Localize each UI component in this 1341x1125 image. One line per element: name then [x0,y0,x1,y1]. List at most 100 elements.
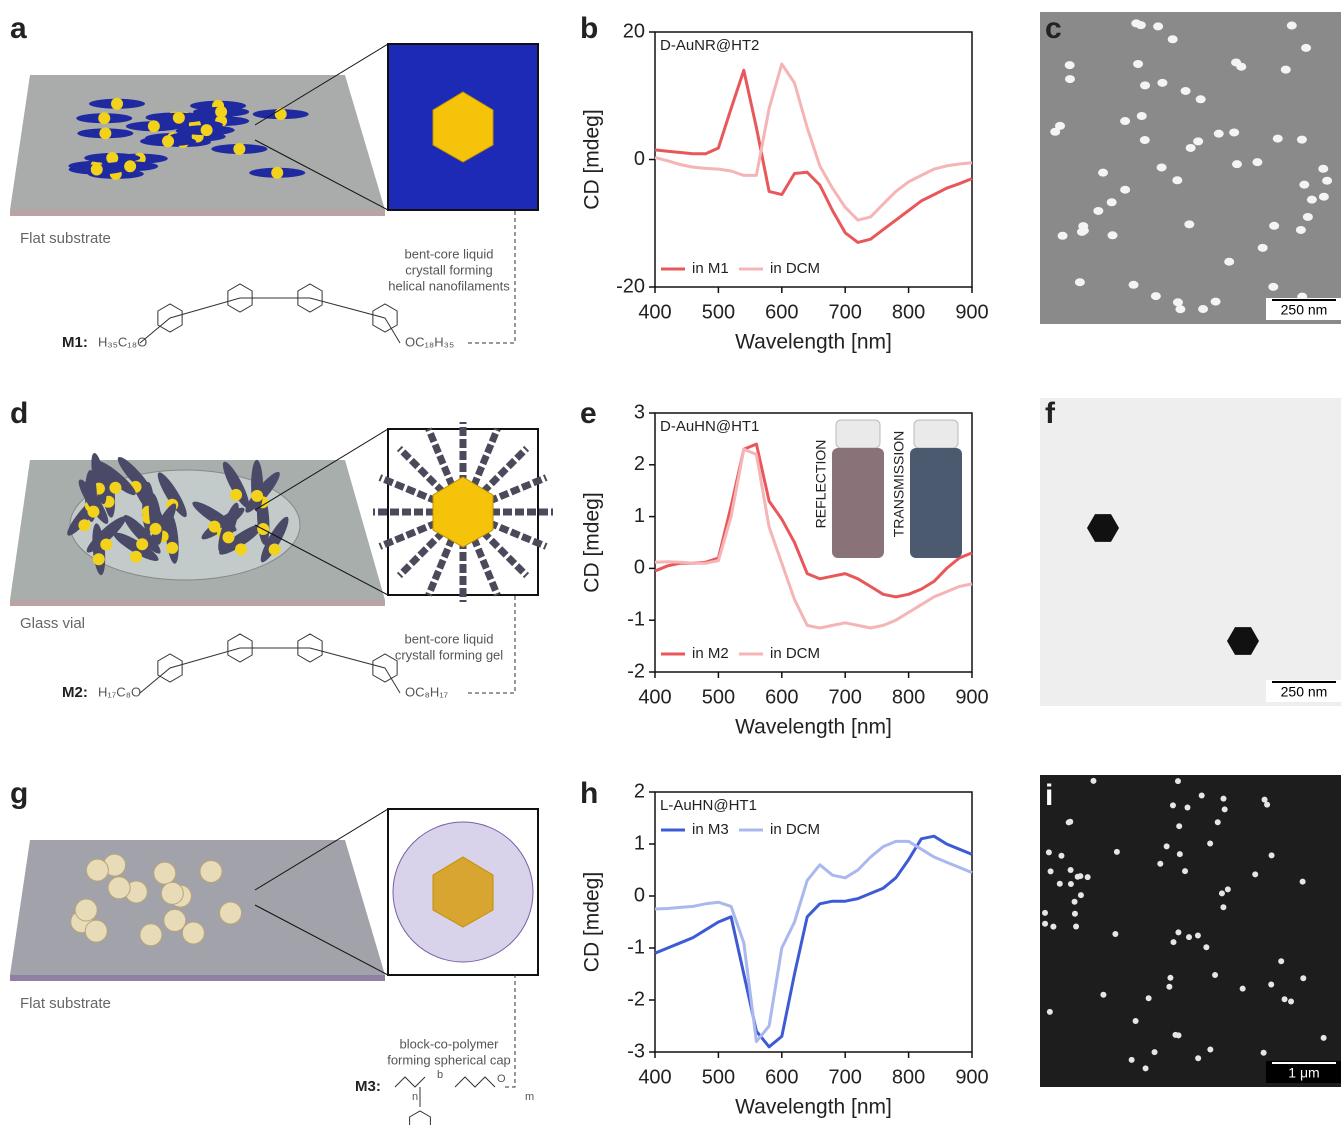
particle [100,538,112,550]
formula: b [437,1069,443,1081]
description: helical nanofilaments [388,278,510,293]
particle [1199,793,1205,799]
y-tick-label: 2 [634,780,645,802]
particle [1224,258,1234,266]
particle [1090,778,1096,784]
description: bent-core liquid [405,631,494,646]
particle [1220,796,1226,802]
bond [140,648,400,693]
particle [233,143,245,155]
particle [1157,861,1163,867]
particle [269,544,281,556]
particle [78,519,90,531]
particle [1140,81,1150,89]
particle [108,877,130,899]
formula: OC₁₈H₃₅ [405,334,454,349]
y-tick-label: -2 [627,660,645,682]
x-tick-label: 500 [702,301,735,323]
inset-label: REFLECTION [813,440,829,529]
particle [1136,21,1146,29]
bond [140,298,400,343]
formula: OC₈H₁₇ [405,684,449,699]
particle [1048,868,1054,874]
particle [1252,158,1262,166]
particle [1072,899,1078,905]
x-tick-label: 500 [702,686,735,708]
panel-letter: b [580,12,598,45]
series-line [655,841,972,1041]
x-tick-label: 400 [638,1066,671,1088]
particle [1186,934,1192,940]
particle [1058,853,1064,859]
particle [1196,95,1206,103]
particle [173,112,185,124]
substrate-edge [10,600,385,606]
particle [1269,852,1275,858]
micrograph [1040,12,1341,324]
formula: n [412,1091,418,1103]
particle [1236,63,1246,71]
legend-label: in M2 [692,645,729,662]
particle [1151,292,1161,300]
particle [124,160,136,172]
particle [1303,213,1313,221]
particle [1264,802,1270,808]
y-tick-label: 0 [634,557,645,579]
particle [91,163,103,175]
annotation: D-AuHN@HT1 [660,418,759,435]
description: forming spherical cap [387,1052,511,1067]
particle [1133,60,1143,68]
panel-letter: f [1045,397,1056,430]
particle [1152,1049,1158,1055]
particle [201,124,213,136]
particle [1299,181,1309,189]
panel-letter: a [10,12,27,45]
particle [1261,1050,1267,1056]
particle [148,120,160,132]
annotation: L-AuHN@HT1 [660,797,757,814]
x-tick-label: 700 [829,1066,862,1088]
inset-label: TRANSMISSION [891,431,907,538]
particle [130,551,142,563]
particle [1181,87,1191,95]
particle [166,542,178,554]
particle [1252,871,1258,877]
illustration: Flat substratebent-core liquidcrystall f… [10,44,538,351]
x-axis-label: Wavelength [nm] [735,1096,892,1119]
particle [1282,996,1288,1002]
x-tick-label: 800 [892,301,925,323]
particle [1307,196,1317,204]
particle [1066,819,1072,825]
particle [1068,867,1074,873]
particle [1120,117,1130,125]
formula: H₁₇C₈O [98,684,141,699]
particle [1050,924,1056,930]
particle [1177,851,1183,857]
monomer-label: M1: [62,334,88,351]
particle [1240,986,1246,992]
x-tick-label: 600 [765,301,798,323]
particle [1296,226,1306,234]
particle [220,902,242,924]
vial [832,448,884,558]
x-tick-label: 600 [765,686,798,708]
particle [222,531,234,543]
ring [410,1111,431,1125]
panel-letter: c [1045,12,1062,45]
x-axis-label: Wavelength [nm] [735,716,892,739]
x-axis-label: Wavelength [nm] [735,331,892,354]
particle [1157,163,1167,171]
particle [1129,1057,1135,1063]
description: crystall forming gel [395,647,503,662]
particle [1065,75,1075,83]
scale-bar-label: 250 nm [1281,684,1328,700]
substrate-edge [10,210,385,216]
particle [1167,975,1173,981]
description: block-co-polymer [400,1036,500,1051]
particle [1137,112,1147,120]
x-tick-label: 400 [638,686,671,708]
panel-letter: i [1045,779,1053,812]
x-tick-label: 500 [702,1066,735,1088]
plot-frame [655,32,972,287]
